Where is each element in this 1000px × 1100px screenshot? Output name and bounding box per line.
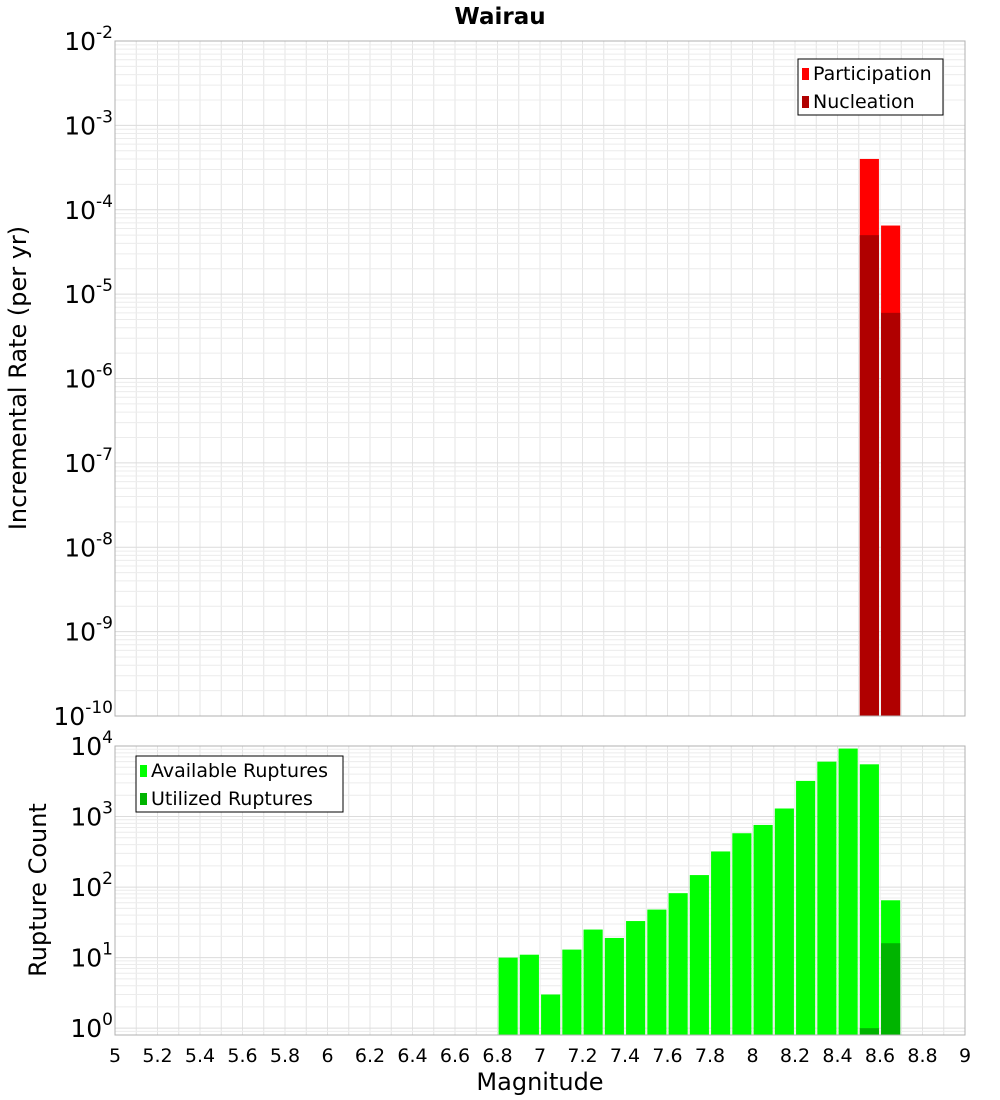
legend-label: Available Ruptures [151,760,328,782]
y-tick-label: 104 [70,728,113,761]
bar [647,909,667,1035]
x-tick-label: 5.4 [185,1045,215,1067]
x-tick-label: 7.8 [695,1045,725,1067]
bar [604,937,624,1035]
x-tick-label: 8.8 [907,1045,937,1067]
y-tick-label: 10-4 [64,192,113,225]
bottom-gridlines [114,745,966,1036]
bottom-series-utilized-ruptures [859,943,901,1035]
x-tick-label: 8.6 [865,1045,895,1067]
y-tick-label: 10-6 [64,361,113,394]
legend-label: Utilized Ruptures [151,788,313,810]
x-tick-label: 5.8 [270,1045,300,1067]
bar [711,851,731,1035]
bar [498,957,518,1035]
x-tick-label: 7.6 [652,1045,682,1067]
x-tick-label: 6.2 [355,1045,385,1067]
x-tick-label: 9 [959,1045,971,1067]
bar [668,893,688,1035]
top-series-nucleation [859,235,901,716]
y-tick-label: 10-5 [64,276,113,309]
x-tick-label: 8.2 [780,1045,810,1067]
top-plot-frame [114,40,966,717]
bar [541,994,561,1035]
x-tick-label: 5.6 [227,1045,257,1067]
top-legend: Participation Nucleation [797,58,944,116]
y-tick-label: 10-10 [53,698,113,731]
bar [859,1028,879,1035]
y-tick-label: 10-8 [64,529,113,562]
y-tick-label: 101 [70,940,113,973]
x-axis-title: Magnitude [476,1068,603,1096]
bar [626,921,646,1035]
x-tick-label: 7 [534,1045,546,1067]
y-tick-label: 100 [70,1010,113,1043]
bar [774,808,794,1035]
legend-box [797,58,944,116]
bar [689,875,709,1035]
legend-swatch [802,68,809,80]
bar [859,764,879,1035]
rate-panel: 10-10 10-9 10-8 10-7 10-6 10-5 10-4 10-3 10-2 Par… [53,23,966,731]
y-tick-label: 10-7 [64,445,113,478]
y-tick-label: 102 [70,869,113,902]
legend-label: Participation [813,63,932,85]
chart-title: Wairau [454,4,545,30]
legend-swatch [140,793,147,805]
x-tick-label: 6 [321,1045,333,1067]
bottom-series-available-ruptures [498,748,901,1035]
x-tick-label: 6.4 [397,1045,427,1067]
x-tick-label: 8.4 [822,1045,852,1067]
x-tick-label: 5.2 [142,1045,172,1067]
bar [562,949,582,1035]
bar [519,954,539,1035]
bar [838,748,858,1035]
bar [881,943,901,1035]
x-tick-label: 5 [109,1045,121,1067]
bar [732,833,752,1035]
bar [796,780,816,1035]
legend-box [135,755,344,813]
y-tick-label: 10-3 [64,107,113,140]
y-tick-label: 103 [70,799,113,832]
bar [753,824,773,1035]
legend-label: Nucleation [813,91,915,113]
x-tick-label: 8 [746,1045,758,1067]
bottom-legend: Available Ruptures Utilized Ruptures [135,755,344,813]
legend-swatch [140,765,147,777]
x-tick-label: 7.4 [610,1045,640,1067]
rupture-count-panel: 100 101 102 103 104 5 5.2 5.4 5.6 5.8 6 6.2 6.4 6.6 6.… [70,728,971,1067]
bottom-plot-frame [114,745,966,1036]
top-gridlines [114,40,966,717]
x-tick-label: 6.6 [440,1045,470,1067]
y-tick-label: 10-9 [64,614,113,647]
legend-swatch [802,96,809,108]
bottom-y-axis-title: Rupture Count [24,803,52,977]
bar [881,312,901,716]
x-tick-label: 6.8 [482,1045,512,1067]
y-tick-label: 10-2 [64,23,113,56]
bar [859,235,879,716]
x-tick-label: 7.2 [567,1045,597,1067]
bar [583,929,603,1035]
top-y-axis-title: Incremental Rate (per yr) [4,226,32,530]
bar [817,761,837,1035]
